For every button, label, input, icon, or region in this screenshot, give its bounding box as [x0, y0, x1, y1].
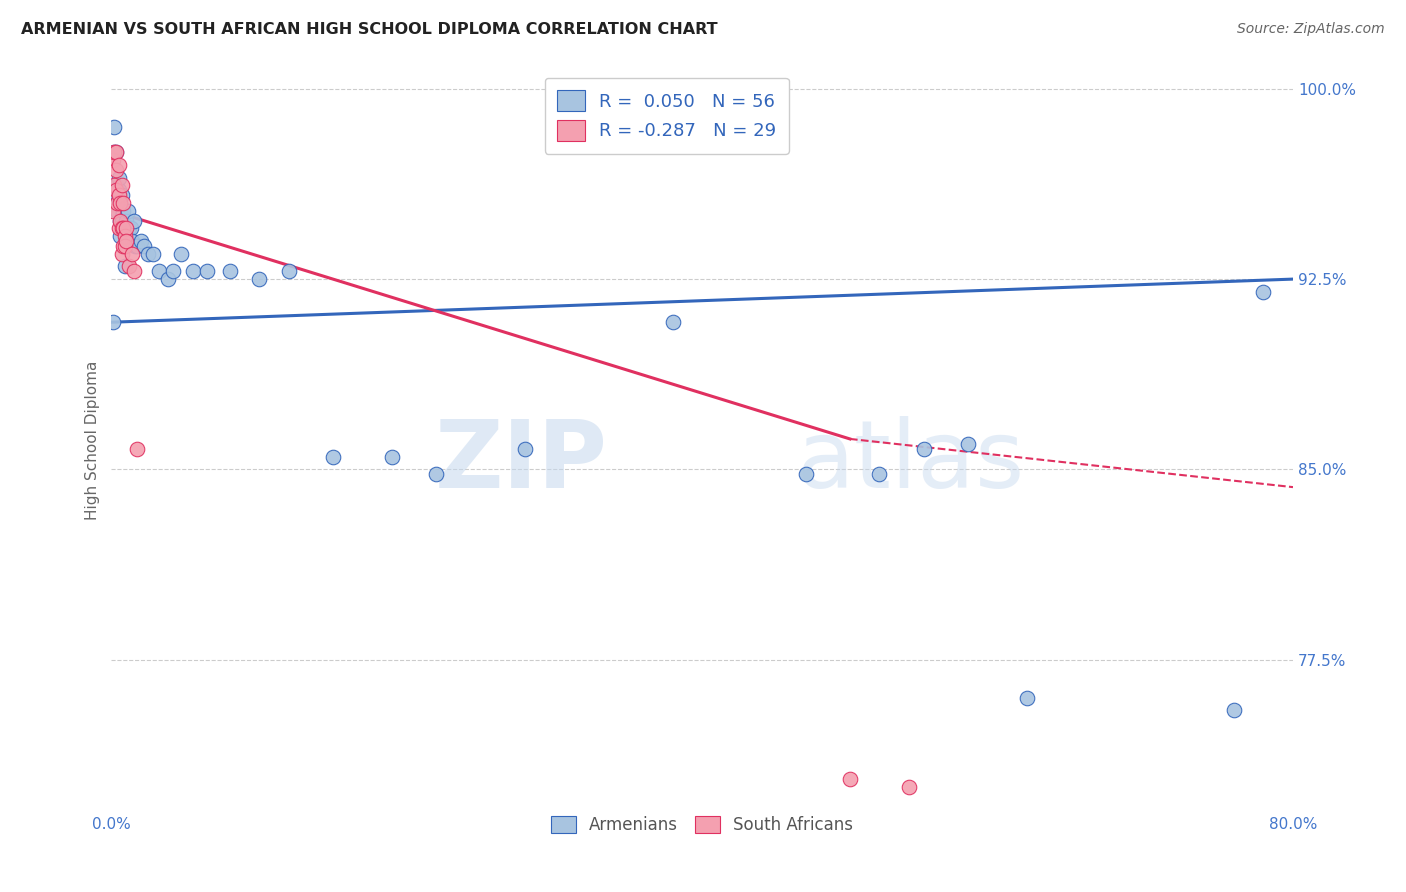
Point: [101, 203, 124, 218]
Point: [1223, 703, 1246, 717]
Point: [129, 234, 152, 248]
Point: [120, 221, 142, 235]
Point: [112, 196, 135, 211]
Point: [110, 213, 132, 227]
Point: [104, 188, 127, 202]
Point: [105, 203, 128, 218]
Point: [104, 145, 127, 160]
Point: [111, 246, 134, 260]
Point: [114, 239, 136, 253]
Point: [122, 213, 145, 227]
Point: [121, 246, 143, 260]
Point: [104, 183, 127, 197]
Point: [897, 780, 920, 794]
Point: [101, 153, 124, 167]
Point: [112, 203, 135, 218]
Point: [111, 178, 134, 193]
Point: [1017, 690, 1039, 705]
Point: [105, 188, 128, 202]
Point: [112, 221, 135, 235]
Point: [277, 264, 299, 278]
Text: ARMENIAN VS SOUTH AFRICAN HIGH SCHOOL DIPLOMA CORRELATION CHART: ARMENIAN VS SOUTH AFRICAN HIGH SCHOOL DI…: [21, 22, 717, 37]
Point: [838, 772, 860, 786]
Point: [322, 450, 344, 464]
Point: [111, 221, 134, 235]
Point: [1253, 285, 1275, 299]
Point: [104, 163, 127, 178]
Point: [105, 196, 128, 211]
Point: [115, 234, 138, 248]
Point: [125, 239, 148, 253]
Point: [142, 246, 165, 260]
Point: [110, 213, 132, 227]
Point: [118, 221, 141, 235]
Point: [425, 467, 447, 482]
Point: [912, 442, 935, 456]
Point: [122, 264, 145, 278]
Point: [125, 442, 148, 456]
Point: [124, 239, 146, 253]
Point: [107, 158, 129, 172]
Point: [115, 221, 138, 235]
Point: [247, 272, 270, 286]
Point: [117, 203, 139, 218]
Y-axis label: High School Diploma: High School Diploma: [86, 360, 100, 520]
Legend: Armenians, South Africans: Armenians, South Africans: [541, 806, 863, 845]
Text: ZIP: ZIP: [434, 417, 607, 508]
Point: [110, 196, 132, 211]
Point: [197, 264, 219, 278]
Point: [148, 264, 170, 278]
Point: [103, 145, 125, 160]
Point: [111, 213, 134, 227]
Point: [132, 239, 155, 253]
Text: Source: ZipAtlas.com: Source: ZipAtlas.com: [1237, 22, 1385, 37]
Point: [110, 229, 132, 244]
Point: [107, 221, 129, 235]
Point: [957, 437, 980, 451]
Point: [794, 467, 817, 482]
Point: [181, 264, 204, 278]
Point: [111, 209, 134, 223]
Point: [107, 183, 129, 197]
Point: [103, 178, 125, 193]
Point: [107, 196, 129, 211]
Point: [170, 246, 193, 260]
Point: [104, 178, 127, 193]
Point: [107, 170, 129, 185]
Point: [156, 272, 179, 286]
Point: [661, 315, 683, 329]
Point: [114, 229, 136, 244]
Point: [101, 315, 124, 329]
Point: [114, 221, 136, 235]
Point: [110, 196, 132, 211]
Point: [162, 264, 184, 278]
Point: [115, 234, 138, 248]
Point: [868, 467, 890, 482]
Point: [114, 260, 136, 274]
Point: [104, 145, 127, 160]
Point: [103, 145, 125, 160]
Point: [112, 239, 135, 253]
Point: [513, 442, 536, 456]
Point: [381, 450, 404, 464]
Point: [107, 188, 129, 202]
Point: [115, 213, 138, 227]
Point: [112, 221, 135, 235]
Point: [105, 183, 128, 197]
Text: atlas: atlas: [797, 417, 1025, 508]
Point: [218, 264, 240, 278]
Point: [118, 260, 141, 274]
Point: [103, 120, 125, 134]
Point: [138, 246, 160, 260]
Point: [121, 234, 143, 248]
Point: [111, 188, 134, 202]
